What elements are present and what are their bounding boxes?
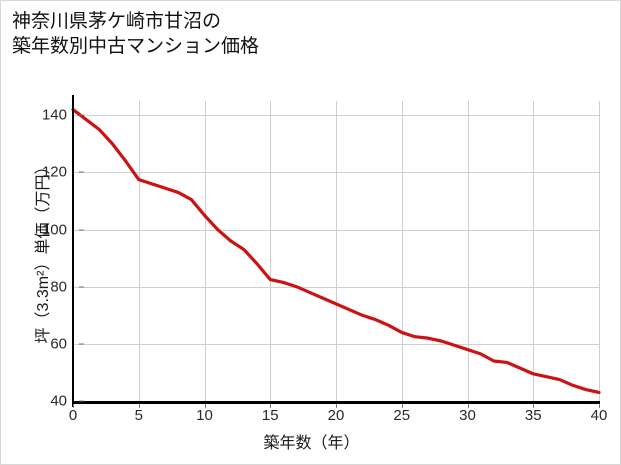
x-axis-spine (72, 401, 600, 404)
gridline-x-25 (401, 101, 403, 401)
y-tick-label-120: 120 (41, 163, 67, 181)
x-tick-mark-30 (467, 404, 469, 408)
x-tick-mark-5 (138, 404, 140, 408)
y-tick-mark-60 (79, 343, 84, 345)
x-tick-label-0: 0 (68, 407, 78, 424)
x-tick-label-20: 20 (327, 407, 345, 424)
title-line-1: 神奈川県茅ケ崎市甘沼の (12, 11, 222, 32)
y-tick-label-140: 140 (41, 106, 67, 124)
x-tick-label-15: 15 (261, 407, 279, 424)
x-tick-label-10: 10 (196, 407, 213, 424)
y-axis-ticks: 40 60 80 100 120 140 (13, 1, 84, 464)
x-axis-label: 築年数（年） (263, 435, 360, 452)
gridline-x-40 (599, 101, 600, 401)
y-tick-label-100: 100 (41, 221, 67, 239)
plot-area (71, 101, 601, 402)
x-tick-label-25: 25 (393, 407, 411, 424)
line-series-svg (71, 107, 601, 395)
title-line-2: 築年数別中古マンション価格 (12, 36, 260, 57)
y-tick-mark-80 (79, 286, 84, 288)
y-tick-mark-120 (79, 171, 84, 173)
x-tick-mark-10 (204, 404, 206, 408)
y-tick-mark-40 (79, 400, 84, 402)
gridline-x-15 (270, 101, 272, 401)
x-tick-label-5: 5 (134, 407, 143, 424)
y-tick-label-60: 60 (50, 335, 67, 353)
x-tick-mark-25 (401, 404, 403, 408)
x-tick-mark-35 (533, 404, 535, 408)
y-tick-mark-140 (79, 114, 84, 116)
y-axis-spine (72, 95, 74, 407)
page-title: 神奈川県茅ケ崎市甘沼の 築年数別中古マンション価格 (12, 9, 572, 59)
y-tick-label-40: 40 (50, 392, 67, 410)
x-tick-mark-20 (336, 404, 337, 408)
price-line (71, 107, 601, 395)
y-tick-label-80: 80 (50, 278, 67, 296)
gridline-x-35 (533, 101, 535, 401)
x-tick-mark-40 (599, 404, 600, 408)
x-tick-mark-0 (73, 404, 74, 408)
y-axis-label: 坪（3.3m²）単価（万円） (35, 158, 52, 344)
x-tick-label-30: 30 (459, 407, 476, 424)
x-tick-label-40: 40 (590, 407, 608, 424)
gridline-x-5 (138, 101, 140, 401)
x-tick-label-35: 35 (524, 407, 542, 424)
gridline-x-20 (336, 101, 337, 401)
gridline-x-30 (467, 101, 469, 401)
gridline-x-10 (204, 101, 206, 401)
y-tick-mark-100 (79, 229, 84, 231)
x-tick-mark-15 (270, 404, 272, 408)
